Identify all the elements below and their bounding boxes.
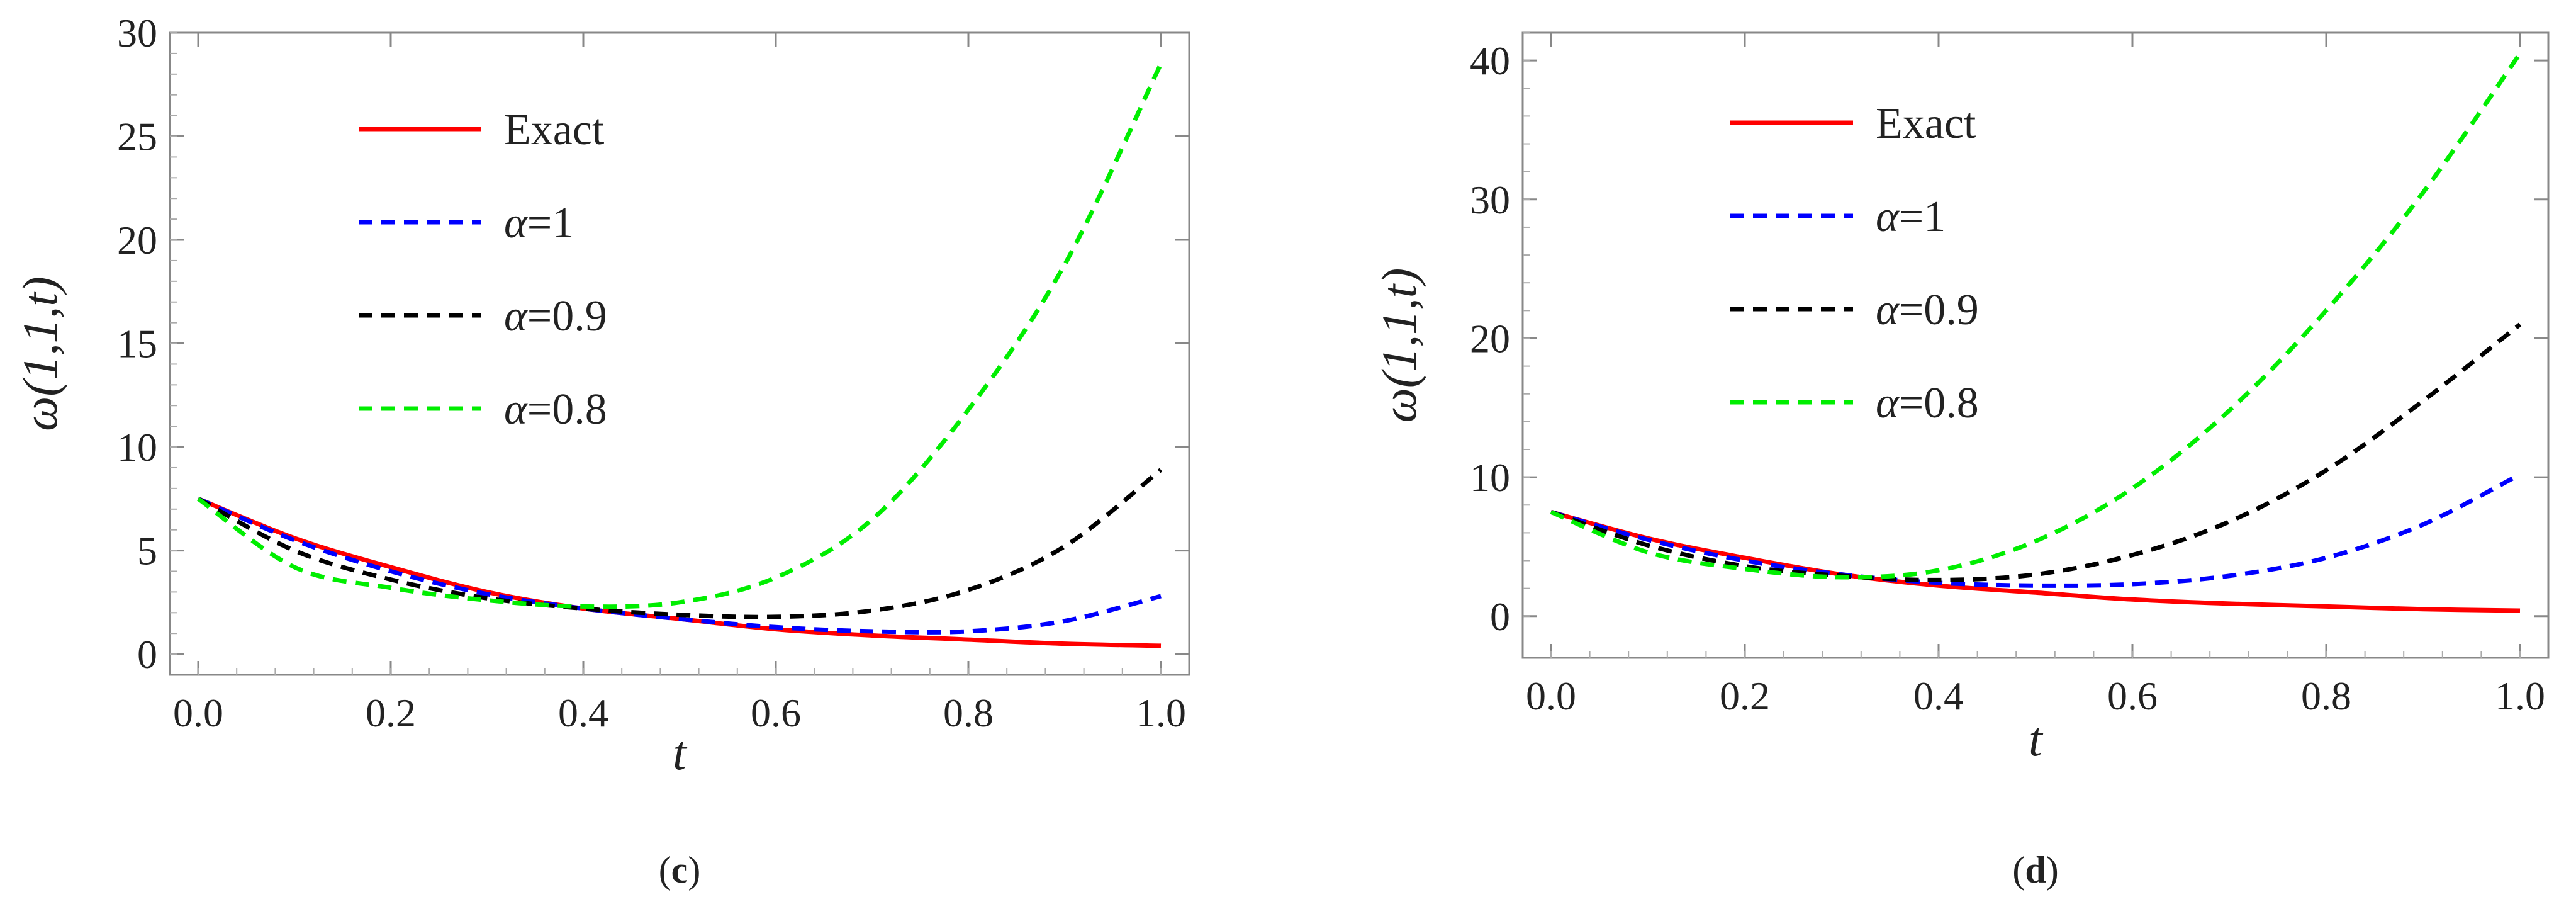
legend-alpha-symbol: α — [1876, 193, 1900, 241]
y-tick-label: 20 — [117, 218, 157, 263]
legend-entry-value: =0.8 — [527, 385, 607, 434]
panel-caption: (c) — [659, 849, 701, 891]
y-tick-label: 10 — [117, 425, 157, 470]
y-tick-label: 30 — [1470, 178, 1510, 222]
legend-entry-value: Exact — [504, 106, 605, 154]
y-tick-label: 5 — [137, 529, 157, 573]
caption-open-paren: ( — [2012, 849, 2025, 891]
chart-panel-d: 0.0 0.2 0.4 0.6 0.8 1.0 0 10 20 30 40 t ω(1,1,t) Exac… — [1372, 31, 2550, 891]
plot-frame — [1521, 31, 2550, 659]
y-axis-label: ω(1,1,t) — [1372, 268, 1426, 423]
panel-caption: (d) — [2012, 849, 2058, 891]
chart-panel-c: 0.0 0.2 0.4 0.6 0.8 1.0 0 5 10 15 20 25 30 t ω(1,1,t) E… — [13, 11, 1190, 891]
x-tick-label: 0.0 — [173, 691, 223, 735]
legend-alpha-symbol: α — [1876, 379, 1900, 427]
y-tick-label: 25 — [117, 115, 157, 159]
y-tick-label: 40 — [1470, 38, 1510, 83]
series-line-alpha-1 — [197, 497, 1162, 635]
y-tick-label: 30 — [117, 11, 157, 55]
legend-entry-value: =0.9 — [527, 292, 607, 341]
legend-entry-value: Exact — [1876, 99, 1976, 148]
x-axis-label: t — [2029, 711, 2044, 766]
legend-entry-label: α=0.8 — [1876, 379, 1979, 427]
caption-close-paren: ) — [2046, 849, 2059, 891]
x-tick-label: 1.0 — [2495, 674, 2545, 718]
legend-alpha-symbol: α — [1876, 286, 1900, 334]
x-tick-label: 0.6 — [751, 691, 801, 735]
x-tick-label: 0.4 — [1913, 674, 1964, 718]
caption-letter: d — [2025, 849, 2046, 891]
legend-entry-label: α=0.9 — [504, 292, 607, 341]
legend-entry-label: Exact — [504, 106, 605, 154]
legend-entry-value: =1 — [1899, 193, 1946, 241]
series-line-alpha-09 — [1550, 322, 2522, 582]
y-tick-label: 0 — [1490, 594, 1510, 639]
legend-entry-label: α=0.9 — [1876, 286, 1979, 334]
y-tick-label: 0 — [137, 632, 157, 677]
series-line-alpha-1 — [1550, 472, 2521, 588]
x-tick-label: 0.6 — [2107, 674, 2158, 718]
series-line-exact — [1550, 509, 2521, 613]
series-line-alpha-08 — [196, 62, 1163, 609]
legend-entry-value: =0.9 — [1899, 286, 1979, 334]
y-tick-label: 10 — [1470, 455, 1510, 500]
x-tick-label: 0.8 — [943, 691, 994, 735]
y-tick-label: 20 — [1470, 316, 1510, 361]
legend-entry-label: α=1 — [504, 199, 574, 247]
legend-entry-label: Exact — [1876, 99, 1976, 148]
caption-open-paren: ( — [659, 849, 671, 891]
x-tick-label: 0.8 — [2301, 674, 2351, 718]
caption-close-paren: ) — [688, 849, 700, 891]
x-tick-label: 0.2 — [366, 691, 416, 735]
legend-entry-label: α=0.8 — [504, 385, 607, 434]
legend-entry-value: =0.8 — [1899, 379, 1979, 427]
plot-frame — [169, 31, 1190, 676]
x-tick-label: 0.0 — [1526, 674, 1576, 718]
legend-alpha-symbol: α — [504, 385, 528, 434]
x-tick-label: 0.2 — [1720, 674, 1770, 718]
x-tick-label: 0.4 — [558, 691, 608, 735]
y-axis-label: ω(1,1,t) — [13, 276, 67, 431]
series-line-alpha-09 — [197, 468, 1163, 619]
x-tick-label: 1.0 — [1136, 691, 1186, 735]
y-tick-label: 15 — [117, 322, 157, 366]
legend-alpha-symbol: α — [504, 199, 528, 247]
x-axis-label: t — [673, 725, 688, 780]
legend-entry-label: α=1 — [1876, 193, 1946, 241]
legend-alpha-symbol: α — [504, 292, 528, 341]
series-line-alpha-08 — [1550, 52, 2522, 580]
caption-letter: c — [671, 849, 688, 891]
legend-entry-value: =1 — [527, 199, 574, 247]
